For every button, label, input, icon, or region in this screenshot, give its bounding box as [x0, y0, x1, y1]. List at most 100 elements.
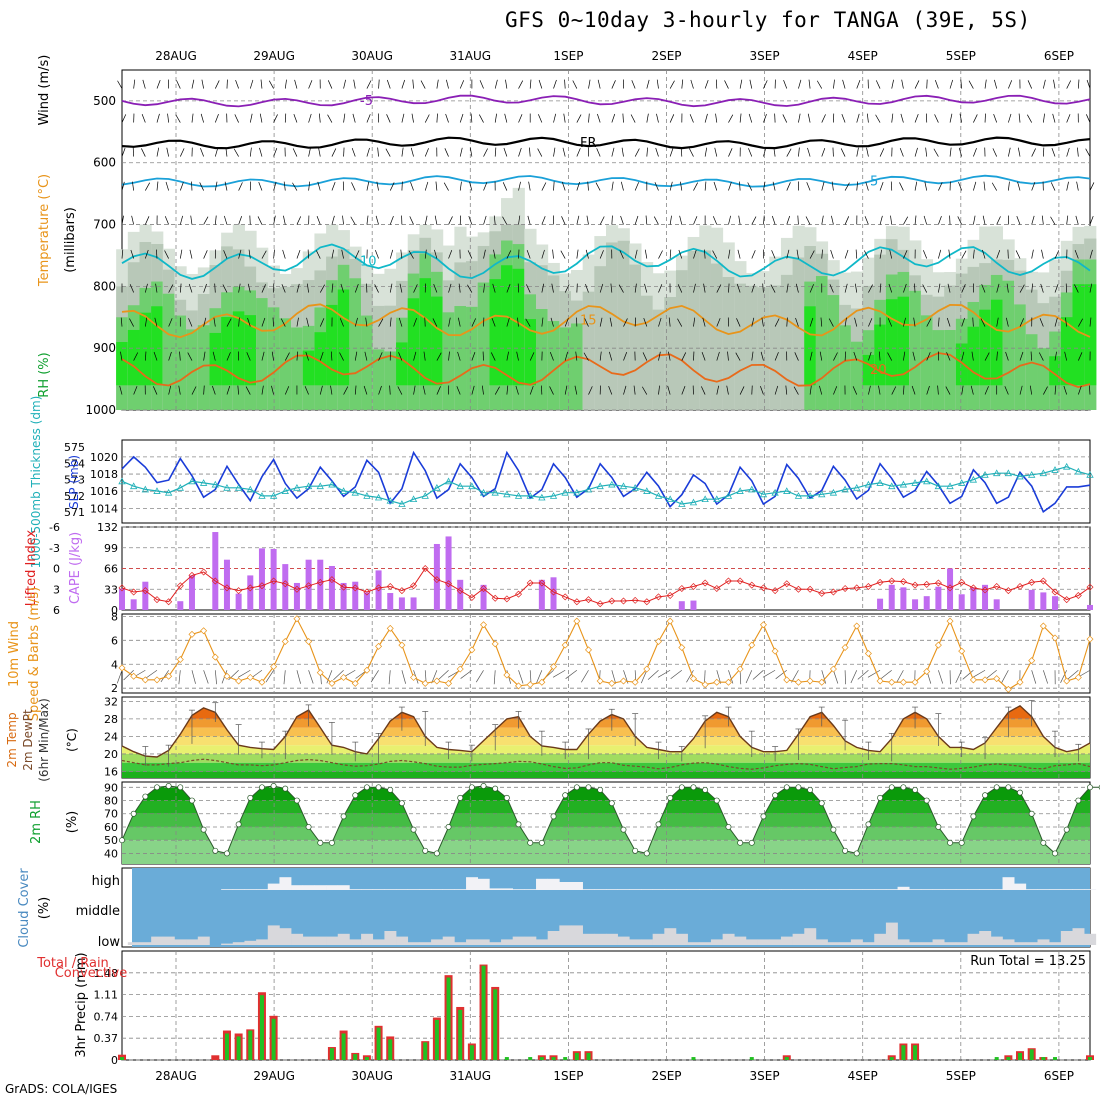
wind-barb	[318, 113, 321, 123]
thickness-point	[876, 479, 884, 486]
rh-shade-mid	[594, 266, 607, 410]
thickness-point	[409, 495, 418, 503]
wind-barb	[866, 113, 869, 123]
ylabel-precip-conv: Convective	[55, 966, 128, 981]
thickness-point	[211, 480, 219, 488]
wind-barb	[528, 181, 531, 191]
cape-bar	[888, 584, 895, 610]
cloud-high-bar	[967, 889, 980, 890]
thickness-point	[118, 477, 126, 485]
li-point	[223, 584, 231, 592]
rh-shade-moist	[256, 298, 269, 410]
li-point	[748, 581, 756, 589]
wind-tick-label: 2	[111, 682, 118, 695]
wind-barb	[459, 113, 464, 123]
wind-barb	[856, 181, 859, 191]
wind-barb	[852, 386, 858, 395]
cloud-high-bar	[267, 883, 280, 890]
wind-barb	[926, 352, 931, 361]
wind-barb	[378, 79, 380, 89]
wind-barb	[831, 215, 834, 225]
wind-barb	[340, 283, 344, 293]
temperature-contour-label: 10	[360, 255, 377, 270]
wind-barb	[1067, 669, 1079, 680]
temp-band	[122, 718, 1090, 728]
wind-barb	[1038, 352, 1044, 361]
rh-point	[748, 839, 755, 846]
precip-convective-bar	[493, 989, 498, 1060]
wind-barb	[1031, 670, 1037, 684]
thickness-point	[269, 492, 278, 499]
wind-speed-point	[188, 630, 196, 638]
wind-barb	[609, 317, 613, 327]
rh-point	[632, 847, 639, 854]
wind-barb	[273, 148, 278, 157]
wind-barb	[926, 385, 930, 395]
wind-barb	[669, 114, 675, 123]
cloud-low-bar	[862, 942, 875, 945]
rh-band	[122, 786, 1090, 801]
wind-barb	[868, 284, 873, 293]
wind-barb	[178, 385, 181, 395]
wind-barb	[306, 317, 309, 327]
wind-barb	[728, 249, 731, 259]
wind-barb	[354, 351, 358, 361]
cloud-low-bar	[326, 936, 339, 945]
temp-tick-label: 32	[104, 695, 118, 708]
wind-barb	[736, 283, 741, 293]
rh-shade-wet	[419, 278, 432, 386]
wind-barb	[1074, 284, 1079, 293]
wind-barb	[1060, 670, 1067, 683]
wind-barb	[330, 385, 333, 395]
wind-barb	[656, 79, 659, 89]
wind-barb	[479, 114, 484, 123]
cloud-high-bar	[256, 889, 269, 890]
wind-barb	[121, 215, 124, 225]
li-point	[281, 580, 289, 588]
wind-barb	[518, 181, 521, 191]
wind-barb	[798, 113, 801, 123]
cloud-low-bar	[1084, 933, 1097, 945]
cloud-high-bar	[477, 878, 490, 890]
wind-barb	[506, 385, 509, 395]
wind-barb	[714, 147, 718, 157]
precip-convective-bar	[1006, 1057, 1011, 1060]
wind-tick-label: 8	[111, 610, 118, 623]
date-label-bottom: 5SEP	[946, 1069, 976, 1083]
rh-shade-wet	[489, 279, 502, 386]
temp-band	[122, 736, 1090, 746]
temp-band	[122, 771, 1090, 778]
cloud-low-bar	[466, 939, 479, 945]
wind-barb	[549, 352, 554, 361]
rh-point	[352, 792, 359, 799]
li-point	[141, 587, 149, 595]
cloud-high-bar	[606, 889, 618, 890]
wind-barb	[365, 317, 368, 327]
rh-shade-wet	[967, 326, 980, 386]
wind-barb	[224, 181, 228, 191]
wind-barb	[130, 249, 134, 259]
wind-barb	[623, 318, 628, 327]
wind-speed-point	[386, 624, 394, 632]
ylabel-temp-b: 2m DewPt	[21, 709, 35, 771]
wind-barb	[1086, 79, 1091, 89]
wind-barb	[879, 249, 882, 259]
wind-barb	[657, 669, 671, 678]
cape-bar	[1087, 604, 1093, 610]
wind-speed-point	[631, 678, 639, 686]
wind-barb	[319, 385, 323, 395]
cloud-ylabel: Cloud Cover (%)	[17, 868, 52, 948]
precip-convective-bar	[248, 1030, 253, 1060]
wind-barb	[506, 284, 511, 293]
thickness-point	[818, 490, 826, 498]
cape-bar	[130, 599, 137, 610]
rh-shade-wet	[314, 332, 327, 386]
wind-barb	[891, 386, 897, 395]
wind-barb	[518, 114, 523, 123]
li-point	[899, 578, 907, 586]
cloud-high-bar	[920, 889, 933, 890]
wind-barb	[203, 385, 205, 395]
wind-barb	[257, 216, 263, 225]
temperature-contour	[121, 243, 1091, 280]
